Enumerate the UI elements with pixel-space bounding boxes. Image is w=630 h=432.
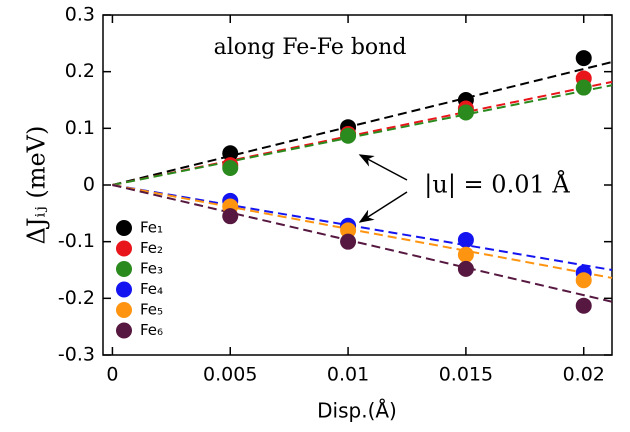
fit-line (112, 184, 613, 279)
x-tick-label: 0.015 (439, 364, 493, 386)
x-axis-label: Disp.(Å) (317, 399, 397, 423)
fit-line (112, 61, 613, 186)
x-tick-label: 0.01 (327, 364, 369, 386)
y-axis-label: ΔJᵢⱼ (meV) (23, 126, 51, 245)
point (575, 50, 592, 67)
legend-label: Fe₆ (140, 321, 163, 339)
legend-marker (116, 240, 132, 257)
legend-marker (116, 261, 132, 277)
x-tick-label: 0.02 (563, 364, 605, 386)
y-tick-label: 0.1 (65, 117, 95, 139)
point (457, 231, 474, 248)
point (340, 222, 357, 239)
y-tick-label: -0.1 (58, 230, 95, 252)
legend-marker (116, 220, 132, 236)
point (340, 233, 357, 250)
legend-label: Fe₁ (140, 219, 163, 237)
y-tick-label: -0.3 (58, 344, 95, 366)
arrow (358, 191, 408, 223)
point (575, 272, 592, 289)
y-tick-label: 0 (83, 174, 95, 196)
legend-marker (116, 281, 132, 298)
point (222, 145, 239, 162)
point (457, 260, 474, 277)
x-tick-label: 0 (106, 364, 118, 386)
annotation: along Fe-Fe bond (214, 35, 407, 60)
legend-marker (116, 322, 132, 339)
legend-label: Fe₅ (140, 301, 163, 319)
y-tick-label: -0.2 (58, 287, 95, 309)
legend-marker (116, 302, 132, 318)
point (340, 127, 357, 144)
legend-label: Fe₃ (140, 260, 163, 278)
point (457, 104, 474, 121)
point (222, 208, 239, 225)
fit-line (112, 184, 613, 303)
legend-label: Fe₄ (140, 280, 163, 298)
y-tick-label: 0.3 (65, 4, 95, 26)
point (575, 79, 592, 96)
point (222, 160, 239, 176)
x-tick-label: 0.005 (203, 364, 257, 386)
fit-line (112, 184, 613, 271)
y-tick-label: 0.2 (65, 60, 95, 82)
fit-line (112, 84, 613, 186)
annotation: |u| = 0.01 Å (424, 170, 570, 200)
legend-label: Fe₂ (140, 239, 163, 257)
arrow (358, 154, 408, 181)
point (575, 297, 592, 314)
point (457, 246, 474, 263)
